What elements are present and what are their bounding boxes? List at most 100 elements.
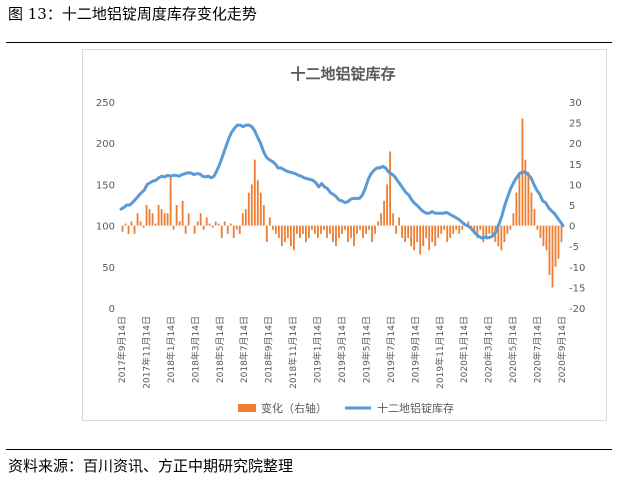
x-tick-label-0: 2017年9月14日	[116, 316, 128, 383]
bar-change-113	[461, 225, 464, 230]
right-tick-label-7: -5	[569, 242, 579, 253]
bar-change-120	[482, 225, 485, 243]
bar-change-128	[506, 225, 509, 234]
legend: 变化（右轴） 十二地铝锭库存	[238, 401, 454, 415]
bar-change-15	[166, 213, 169, 226]
bar-change-55	[286, 225, 289, 238]
bar-change-71	[335, 225, 337, 247]
x-tick-label-14: 2020年1月14日	[458, 316, 470, 383]
bar-change-126	[500, 225, 503, 251]
bar-change-0	[121, 225, 124, 232]
bar-change-48	[265, 225, 268, 243]
bar-change-101	[425, 225, 428, 238]
bar-change-17	[172, 225, 175, 230]
x-tick-label-7: 2018年11月14日	[287, 316, 299, 389]
bar-change-85	[377, 221, 379, 226]
bar-change-32	[217, 223, 220, 226]
bar-change-46	[259, 192, 262, 226]
x-tick-label-8: 2019年1月14日	[312, 316, 324, 383]
x-tick-label-3: 2018年3月14日	[189, 316, 201, 383]
bar-change-111	[455, 225, 458, 230]
bar-change-96	[410, 225, 413, 247]
bar-change-6	[139, 221, 142, 226]
bar-change-52	[277, 225, 280, 238]
bar-change-109	[449, 225, 452, 238]
bar-change-112	[458, 225, 461, 234]
right-tick-label-3: 15	[569, 160, 582, 171]
right-tick-label-5: 5	[569, 201, 575, 212]
left-tick-label-2: 100	[96, 222, 115, 233]
bar-change-50	[271, 225, 274, 230]
bar-change-76	[350, 225, 352, 238]
left-axis: 0 50 100 150 200 250	[96, 98, 115, 315]
bar-change-137	[533, 209, 536, 226]
bar-change-38	[235, 225, 238, 230]
bar-change-64	[314, 225, 316, 234]
bar-change-129	[509, 225, 512, 230]
bar-change-57	[292, 225, 295, 251]
left-tick-label-4: 200	[96, 139, 115, 150]
bar-change-136	[530, 192, 533, 226]
bar-change-62	[308, 225, 310, 238]
bar-change-108	[446, 225, 449, 243]
bar-change-18	[175, 205, 178, 226]
bar-change-81	[365, 225, 367, 234]
left-tick-label-5: 250	[96, 98, 115, 109]
right-tick-label-6: 0	[569, 222, 575, 233]
bar-change-135	[527, 172, 530, 226]
bar-change-41	[244, 209, 247, 226]
bar-change-42	[247, 192, 250, 226]
right-tick-label-9: -15	[569, 283, 585, 294]
bar-change-13	[160, 209, 163, 226]
line-series-stock	[119, 123, 565, 240]
bar-change-4	[133, 225, 136, 234]
bar-change-11	[154, 223, 157, 226]
bar-change-134	[524, 159, 527, 226]
bar-change-141	[545, 225, 548, 251]
bar-change-94	[404, 225, 407, 243]
bar-change-21	[184, 225, 187, 234]
bar-change-59	[299, 225, 301, 238]
bar-change-12	[157, 205, 160, 226]
x-tick-label-9: 2019年3月14日	[336, 316, 348, 383]
bar-change-35	[226, 225, 229, 234]
bar-change-3	[130, 221, 133, 226]
bar-change-69	[329, 225, 331, 234]
bar-change-45	[256, 180, 259, 226]
chart-frame: 十二地铝锭库存 0 50 100 150 200 250 30 25 20 15 10 5 0 -5 -1…	[82, 49, 607, 421]
bar-change-122	[488, 225, 491, 234]
bottom-rule	[6, 449, 612, 450]
x-tick-label-6: 2018年9月14日	[263, 316, 275, 383]
bar-change-16	[169, 176, 172, 226]
bar-change-142	[548, 225, 551, 276]
bar-change-91	[395, 225, 398, 234]
bar-change-34	[223, 221, 226, 226]
bar-change-107	[443, 225, 446, 230]
bar-change-54	[283, 225, 286, 243]
left-tick-label-0: 0	[109, 304, 115, 315]
legend-swatch-change	[238, 404, 256, 412]
bar-change-106	[440, 225, 443, 234]
bar-change-58	[296, 225, 298, 234]
left-tick-label-1: 50	[102, 263, 115, 274]
bar-change-39	[238, 225, 241, 234]
bar-change-144	[554, 225, 557, 267]
bar-change-117	[473, 225, 476, 234]
x-tick-label-10: 2019年5月14日	[360, 316, 372, 383]
bar-change-61	[305, 225, 307, 243]
bar-change-132	[518, 172, 521, 226]
bar-change-99	[419, 225, 422, 255]
bar-change-105	[437, 225, 440, 238]
bar-change-40	[241, 213, 244, 226]
bar-change-51	[274, 225, 277, 234]
bar-change-80	[362, 225, 364, 238]
bar-change-131	[515, 192, 518, 226]
bar-change-49	[268, 217, 271, 226]
x-tick-label-18: 2020年9月14日	[556, 316, 568, 383]
x-tick-label-4: 2018年5月14日	[214, 316, 226, 383]
bar-change-66	[320, 225, 322, 234]
bar-change-145	[557, 225, 560, 259]
x-tick-label-17: 2020年7月14日	[532, 316, 544, 383]
bar-change-77	[353, 225, 355, 247]
